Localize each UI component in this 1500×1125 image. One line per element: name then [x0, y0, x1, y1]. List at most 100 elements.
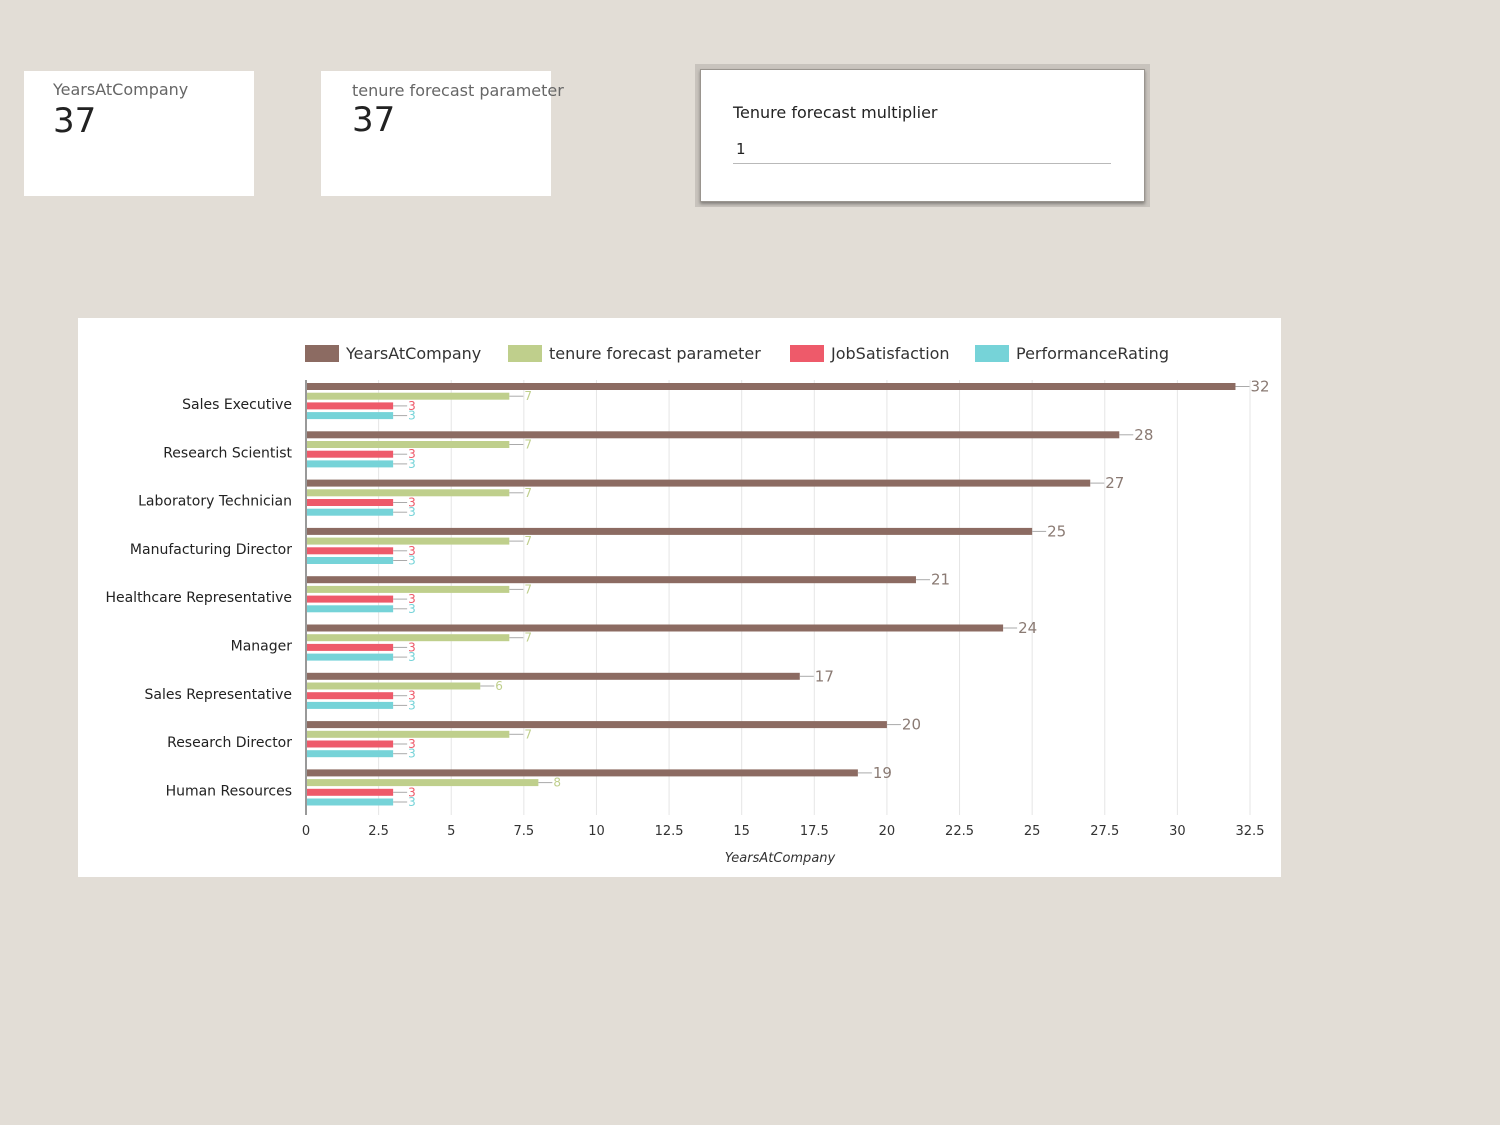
chart-bars — [307, 383, 1236, 806]
data-label: 25 — [1047, 522, 1066, 540]
legend-label[interactable]: YearsAtCompany — [345, 344, 481, 363]
data-label: 7 — [524, 389, 532, 403]
category-label: Sales Executive — [182, 397, 292, 413]
x-tick-label: 2.5 — [368, 824, 389, 839]
data-label: 21 — [931, 571, 950, 589]
legend-swatch — [790, 345, 824, 362]
kpi-card-years-at-company: YearsAtCompany 37 — [24, 71, 254, 196]
data-label: 7 — [524, 727, 532, 741]
bar-yearsatcompany[interactable] — [307, 769, 858, 777]
x-tick-label: 12.5 — [655, 824, 684, 839]
data-label: 20 — [902, 716, 921, 734]
data-label: 27 — [1105, 474, 1124, 492]
bar-performancerating[interactable] — [307, 605, 394, 613]
x-tick-label: 25 — [1024, 824, 1041, 839]
x-tick-label: 30 — [1169, 824, 1186, 839]
bar-tenure-forecast-parameter[interactable] — [307, 682, 481, 690]
bar-yearsatcompany[interactable] — [307, 624, 1004, 632]
tenure-multiplier-input[interactable] — [733, 134, 1111, 164]
x-tick-label: 7.5 — [514, 824, 535, 839]
x-tick-label: 27.5 — [1090, 824, 1119, 839]
x-tick-label: 0 — [302, 824, 310, 839]
category-label: Laboratory Technician — [138, 494, 292, 510]
bar-jobsatisfaction[interactable] — [307, 692, 394, 700]
data-label: 3 — [408, 698, 416, 712]
data-label: 3 — [408, 447, 416, 461]
data-label: 3 — [408, 737, 416, 751]
kpi-value: 37 — [352, 100, 396, 140]
data-label: 3 — [408, 544, 416, 558]
bar-tenure-forecast-parameter[interactable] — [307, 730, 510, 738]
kpi-label: YearsAtCompany — [53, 80, 189, 99]
category-label: Human Resources — [166, 783, 292, 799]
bar-performancerating[interactable] — [307, 508, 394, 516]
chart-gridlines — [378, 380, 1251, 815]
data-label: 3 — [408, 785, 416, 799]
data-label: 7 — [524, 582, 532, 596]
bar-jobsatisfaction[interactable] — [307, 547, 394, 555]
bar-jobsatisfaction[interactable] — [307, 740, 394, 748]
chart-legend: YearsAtCompany tenure forecast parameter J… — [305, 344, 1169, 363]
bar-tenure-forecast-parameter[interactable] — [307, 779, 539, 787]
legend-label[interactable]: JobSatisfaction — [830, 344, 950, 363]
bar-jobsatisfaction[interactable] — [307, 402, 394, 410]
bar-performancerating[interactable] — [307, 701, 394, 709]
data-label: 7 — [524, 438, 532, 452]
data-label: 3 — [408, 602, 416, 616]
data-label: 3 — [408, 689, 416, 703]
category-label: Research Scientist — [163, 445, 292, 461]
chart-x-ticks: 0 2.5 5 7.5 10 12.5 15 17.5 20 22.5 25 27.5 30 32.5 — [302, 824, 1265, 839]
parameter-panel: Tenure forecast multiplier — [695, 64, 1150, 207]
category-label: Sales Representative — [145, 687, 293, 703]
bar-tenure-forecast-parameter[interactable] — [307, 537, 510, 545]
x-tick-label: 32.5 — [1236, 824, 1265, 839]
data-label: 3 — [408, 457, 416, 471]
bar-jobsatisfaction[interactable] — [307, 499, 394, 506]
bar-jobsatisfaction[interactable] — [307, 450, 394, 458]
bar-performancerating[interactable] — [307, 798, 394, 806]
bar-tenure-forecast-parameter[interactable] — [307, 634, 510, 642]
x-tick-label: 15 — [733, 824, 750, 839]
bar-yearsatcompany[interactable] — [307, 576, 916, 584]
data-label: 8 — [553, 776, 561, 790]
bar-performancerating[interactable] — [307, 653, 394, 661]
x-axis-title: YearsAtCompany — [725, 851, 836, 866]
bar-tenure-forecast-parameter[interactable] — [307, 392, 510, 400]
legend-label[interactable]: tenure forecast parameter — [549, 344, 761, 363]
bar-yearsatcompany[interactable] — [307, 479, 1091, 487]
bar-yearsatcompany[interactable] — [307, 672, 800, 680]
bar-yearsatcompany[interactable] — [307, 383, 1236, 390]
bar-tenure-forecast-parameter[interactable] — [307, 489, 510, 497]
bar-tenure-forecast-parameter[interactable] — [307, 585, 510, 593]
legend-label[interactable]: PerformanceRating — [1016, 344, 1169, 363]
data-label: 7 — [524, 486, 532, 500]
data-label: 3 — [408, 496, 416, 510]
bar-jobsatisfaction[interactable] — [307, 595, 394, 603]
category-label: Healthcare Representative — [105, 590, 292, 606]
bar-jobsatisfaction[interactable] — [307, 788, 394, 796]
category-label: Research Director — [167, 735, 292, 751]
x-tick-label: 10 — [588, 824, 605, 839]
bar-performancerating[interactable] — [307, 412, 394, 420]
bar-jobsatisfaction[interactable] — [307, 643, 394, 651]
data-label: 3 — [408, 554, 416, 568]
chart-category-labels: Sales Executive Research Scientist Laborat… — [105, 397, 292, 799]
bar-performancerating[interactable] — [307, 750, 394, 758]
bar-chart-panel: YearsAtCompany tenure forecast parameter J… — [78, 318, 1281, 877]
legend-swatch — [305, 345, 339, 362]
data-label: 3 — [408, 650, 416, 664]
x-tick-label: 17.5 — [800, 824, 829, 839]
bar-performancerating[interactable] — [307, 460, 394, 468]
bar-performancerating[interactable] — [307, 557, 394, 564]
bar-tenure-forecast-parameter[interactable] — [307, 441, 510, 448]
bar-yearsatcompany[interactable] — [307, 721, 887, 729]
data-label: 3 — [408, 747, 416, 761]
kpi-value: 37 — [53, 101, 97, 141]
bar-yearsatcompany[interactable] — [307, 527, 1033, 535]
kpi-label: tenure forecast parameter — [352, 81, 564, 100]
bar-yearsatcompany[interactable] — [307, 431, 1120, 439]
chart-data-labels: 3273328733277332573321733247331763320733… — [393, 378, 1270, 809]
data-label: 3 — [408, 795, 416, 809]
legend-swatch — [975, 345, 1009, 362]
data-label: 3 — [408, 640, 416, 654]
